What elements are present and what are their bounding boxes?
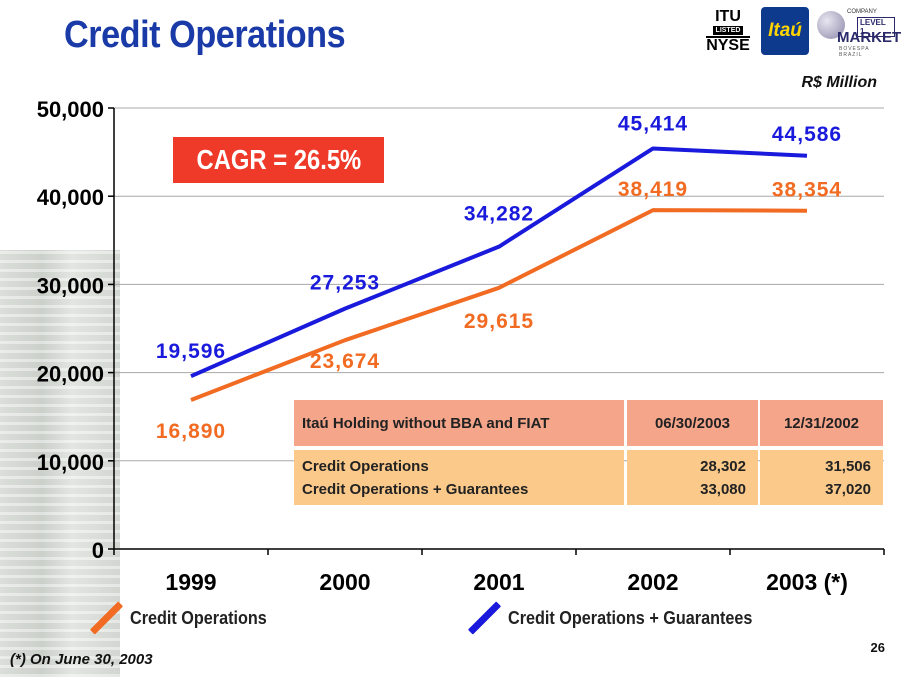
header-date-2003: 06/30/2003 <box>627 400 758 446</box>
row-label: Credit Operations + Guarantees <box>302 481 529 498</box>
page-number: 26 <box>870 640 885 655</box>
x-tick-label: 2003 (*) <box>766 569 848 595</box>
series-line-credit-operations-guarantees <box>190 146 808 378</box>
series-line-credit-operations <box>190 208 808 402</box>
table-cell: 33,080 <box>700 481 746 498</box>
level1-globe-icon <box>817 11 845 39</box>
y-tick-label: 50,000 <box>37 97 104 122</box>
level1-market-logo: COMPANY LEVEL 1 MARKET BOVESPA BRAZIL <box>817 7 901 58</box>
background-building-photo <box>0 250 120 677</box>
level1-market-text: MARKET <box>837 29 902 46</box>
y-tick-label: 30,000 <box>37 273 104 298</box>
chart-axes: 0 10,000 20,000 30,000 40,000 50,000 1999 2000 2… <box>37 97 885 595</box>
itu-logo-line3: NYSE <box>706 35 750 54</box>
level1-level-text: LEVEL 1 <box>857 17 895 37</box>
row-labels: Credit Operations Credit Operations + Gu… <box>294 450 624 505</box>
row-label: Credit Operations <box>302 458 429 475</box>
table-cell: 37,020 <box>825 481 871 498</box>
summary-table-body: Credit Operations Credit Operations + Gu… <box>294 450 883 505</box>
itau-logo: Itaú <box>761 7 809 55</box>
header-date-2002: 12/31/2002 <box>760 400 883 446</box>
unit-label: R$ Million <box>801 74 877 91</box>
itu-nyse-logo: ITU LISTED NYSE <box>703 7 753 55</box>
data-label: 29,615 <box>464 310 534 333</box>
y-tick-label: 10,000 <box>37 450 104 475</box>
legend-label: Credit Operations + Guarantees <box>508 607 753 628</box>
slide-title: Credit Operations <box>64 14 346 56</box>
data-label: 44,586 <box>772 123 842 146</box>
col-2002-values: 31,506 37,020 <box>760 450 883 505</box>
legend-label: Credit Operations <box>130 607 267 628</box>
chart-legend: Credit Operations Credit Operations + Gu… <box>0 600 903 636</box>
header-entity: Itaú Holding without BBA and FIAT <box>294 400 624 446</box>
data-label: 38,354 <box>772 179 842 202</box>
logo-strip: ITU LISTED NYSE Itaú COMPANY LEVEL 1 MAR… <box>703 6 901 58</box>
cagr-text: CAGR = 26.5% <box>196 144 361 175</box>
footnote: (*) On June 30, 2003 <box>10 651 153 668</box>
data-label: 45,414 <box>618 112 688 135</box>
y-tick-label: 40,000 <box>37 185 104 210</box>
level1-bovespa-text: BOVESPA BRAZIL <box>839 46 870 58</box>
data-label: 19,596 <box>156 340 226 363</box>
x-tick-label: 2000 <box>319 569 370 595</box>
itu-logo-line2: LISTED <box>712 25 744 35</box>
col-2003-values: 28,302 33,080 <box>627 450 758 505</box>
data-label: 23,674 <box>310 350 380 373</box>
chart-data-labels: 16,890 23,674 29,615 38,419 38,354 19,596 27,2… <box>156 112 842 443</box>
legend-item-credit-operations-guarantees: Credit Operations + Guarantees <box>470 600 780 636</box>
table-cell: 31,506 <box>825 458 871 475</box>
data-label: 27,253 <box>310 272 380 295</box>
summary-table: Itaú Holding without BBA and FIAT 06/30/… <box>294 400 883 505</box>
data-label: 38,419 <box>618 178 688 201</box>
y-tick-label: 0 <box>92 538 104 563</box>
x-tick-label: 1999 <box>165 569 216 595</box>
table-cell: 28,302 <box>700 458 746 475</box>
x-tick-label: 2002 <box>627 569 678 595</box>
y-tick-label: 20,000 <box>37 362 104 387</box>
cagr-badge: CAGR = 26.5% <box>173 137 384 183</box>
data-label: 34,282 <box>464 203 534 226</box>
itu-logo-line1: ITU <box>715 7 741 25</box>
level1-company-text: COMPANY <box>847 9 877 15</box>
x-tick-label: 2001 <box>473 569 524 595</box>
legend-item-credit-operations: Credit Operations <box>92 600 282 636</box>
summary-table-header: Itaú Holding without BBA and FIAT 06/30/… <box>294 400 883 446</box>
chart-series <box>190 146 808 402</box>
orange-line-swatch-icon <box>92 600 120 636</box>
blue-line-swatch-icon <box>470 600 498 636</box>
data-label: 16,890 <box>156 420 226 443</box>
